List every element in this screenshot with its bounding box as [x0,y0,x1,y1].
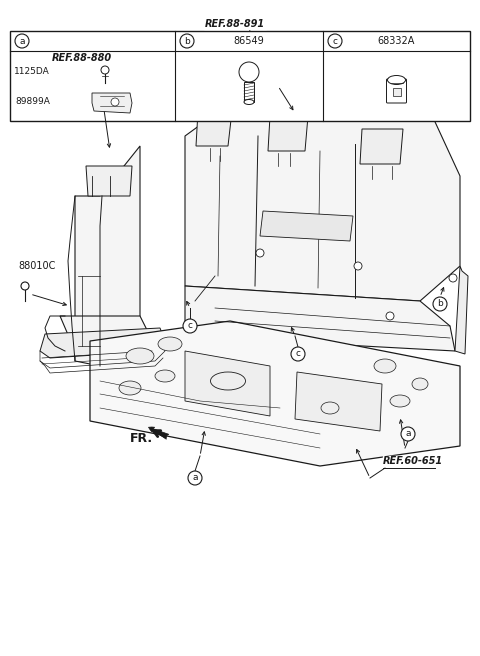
Polygon shape [86,166,132,196]
Polygon shape [40,328,165,358]
Circle shape [386,312,394,320]
Text: b: b [437,300,443,308]
Text: FR.: FR. [130,432,153,445]
Circle shape [111,98,119,106]
Circle shape [328,34,342,48]
Ellipse shape [158,337,182,351]
Text: 89899A: 89899A [15,96,50,106]
Text: 88010C: 88010C [18,261,55,271]
Circle shape [433,297,447,311]
Circle shape [101,66,109,74]
Text: REF.60-651: REF.60-651 [383,456,443,466]
Text: a: a [19,37,25,45]
Circle shape [449,274,457,282]
Text: 68332A: 68332A [378,36,415,46]
FancyBboxPatch shape [10,31,470,121]
Text: c: c [296,350,300,358]
Text: 86549: 86549 [234,36,264,46]
Text: a: a [192,474,198,483]
Circle shape [256,249,264,257]
Text: REF.88-891: REF.88-891 [205,19,265,29]
Ellipse shape [412,378,428,390]
FancyBboxPatch shape [393,88,400,96]
Circle shape [183,319,197,333]
FancyBboxPatch shape [386,79,407,103]
Polygon shape [60,316,155,351]
Polygon shape [185,286,455,351]
Ellipse shape [387,75,406,85]
Ellipse shape [211,372,245,390]
Polygon shape [268,116,308,151]
Ellipse shape [321,402,339,414]
Polygon shape [185,96,460,301]
Text: a: a [405,430,411,438]
Circle shape [15,34,29,48]
Circle shape [180,34,194,48]
Text: c: c [188,321,192,331]
Circle shape [21,282,29,290]
Polygon shape [244,82,254,102]
Polygon shape [92,93,132,113]
Ellipse shape [374,359,396,373]
Circle shape [239,62,259,82]
Text: REF.88-880: REF.88-880 [52,53,112,63]
Circle shape [354,262,362,270]
Polygon shape [90,321,460,466]
Text: 1125DA: 1125DA [14,66,50,75]
Ellipse shape [126,348,154,364]
Text: c: c [333,37,337,45]
Ellipse shape [119,381,141,395]
Polygon shape [295,372,382,431]
Circle shape [401,427,415,441]
Polygon shape [260,211,353,241]
Polygon shape [185,351,270,416]
Ellipse shape [390,395,410,407]
Circle shape [188,471,202,485]
Ellipse shape [155,370,175,382]
Polygon shape [455,266,468,354]
Polygon shape [196,111,232,146]
Text: b: b [184,37,190,45]
Polygon shape [360,129,403,164]
Polygon shape [75,146,140,366]
Ellipse shape [244,100,254,104]
Circle shape [291,347,305,361]
